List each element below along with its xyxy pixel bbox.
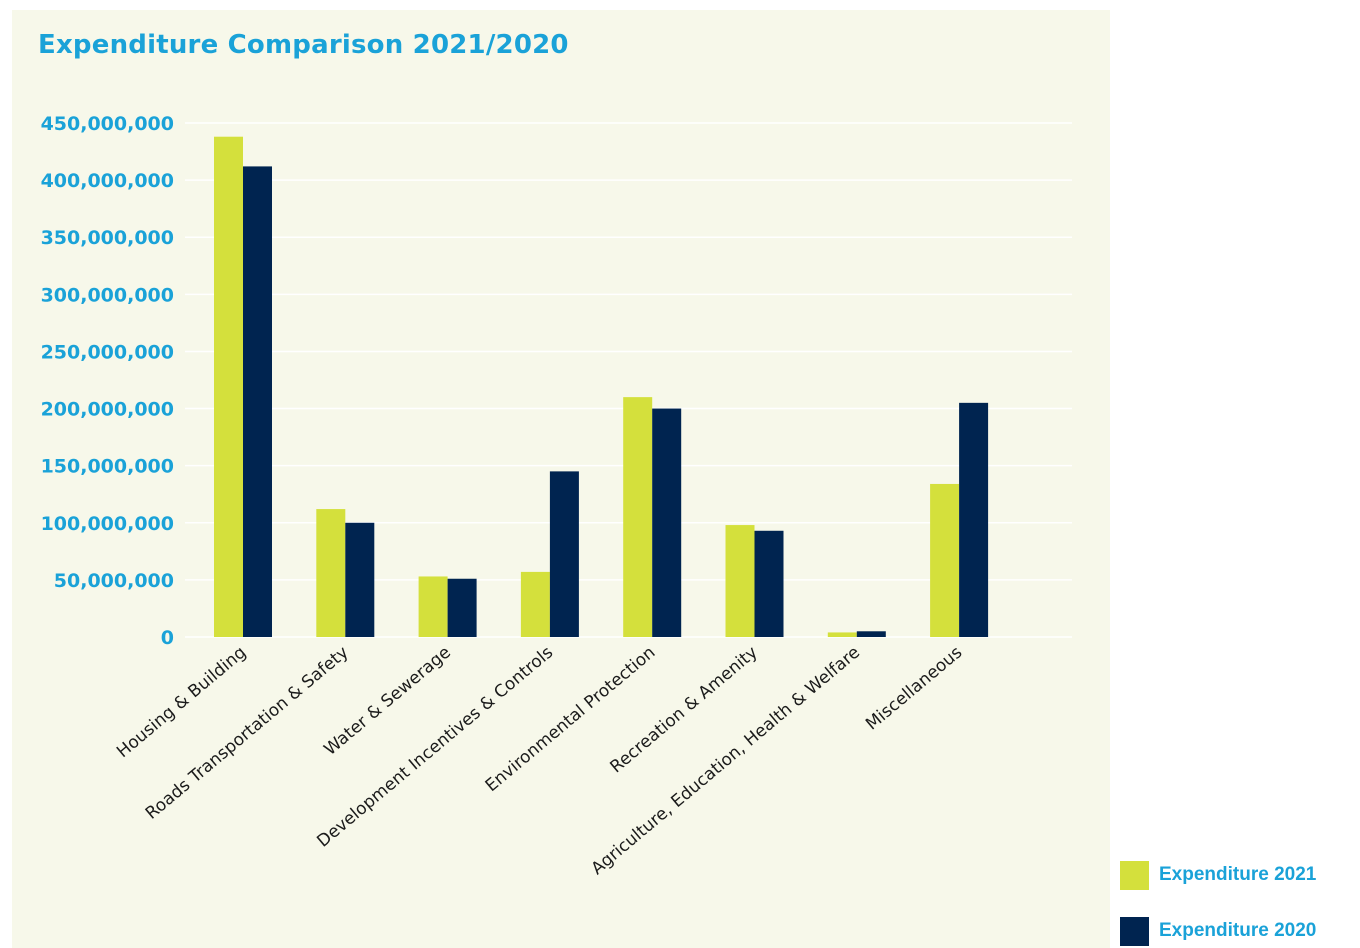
y-tick-label: 200,000,000 xyxy=(41,399,174,421)
legend-label-2020: Expenditure 2020 xyxy=(1159,920,1317,941)
bar-2020-3 xyxy=(549,471,579,637)
y-tick-label: 450,000,000 xyxy=(41,113,174,135)
legend-swatch-2020 xyxy=(1120,916,1149,946)
bar-2021-4 xyxy=(623,397,653,637)
y-tick-label: 50,000,000 xyxy=(54,570,174,592)
legend-swatch-2021 xyxy=(1120,860,1149,890)
bar-2021-0 xyxy=(214,136,243,637)
legend-item-2021: Expenditure 2021 xyxy=(1120,860,1316,890)
y-axis-ticks: 0 50,000,000 100,000,000 150,000,000 200,000… xyxy=(41,113,174,649)
bar-2020-1 xyxy=(345,522,375,637)
bar-2021-3 xyxy=(520,571,550,637)
bar-2020-0 xyxy=(243,166,272,637)
x-tick-label: Roads Transportation & Safety xyxy=(142,643,353,824)
bar-2021-7 xyxy=(930,483,960,637)
y-tick-label: 150,000,000 xyxy=(41,456,174,478)
bars xyxy=(214,136,989,637)
bar-2020-6 xyxy=(856,631,886,637)
chart-title: Expenditure Comparison 2021/2020 xyxy=(38,30,569,60)
y-tick-label: 250,000,000 xyxy=(41,341,174,363)
y-tick-label: 0 xyxy=(161,627,174,649)
legend-label-2021: Expenditure 2021 xyxy=(1159,864,1317,885)
y-tick-label: 300,000,000 xyxy=(41,284,174,306)
bar-2020-7 xyxy=(959,402,989,637)
y-tick-label: 400,000,000 xyxy=(41,170,174,192)
y-tick-label: 100,000,000 xyxy=(41,513,174,535)
bar-2020-2 xyxy=(447,578,477,637)
bar-2021-6 xyxy=(827,632,857,637)
bar-2020-4 xyxy=(652,408,682,637)
x-tick-label: Miscellaneous xyxy=(862,642,966,734)
bar-2021-1 xyxy=(316,509,346,637)
y-tick-label: 350,000,000 xyxy=(41,227,174,249)
bar-2021-5 xyxy=(725,525,755,637)
x-tick-label: Environmental Protection xyxy=(482,643,660,797)
legend-item-2020: Expenditure 2020 xyxy=(1120,916,1316,946)
bar-2021-2 xyxy=(418,576,448,637)
bar-2020-5 xyxy=(754,530,784,637)
